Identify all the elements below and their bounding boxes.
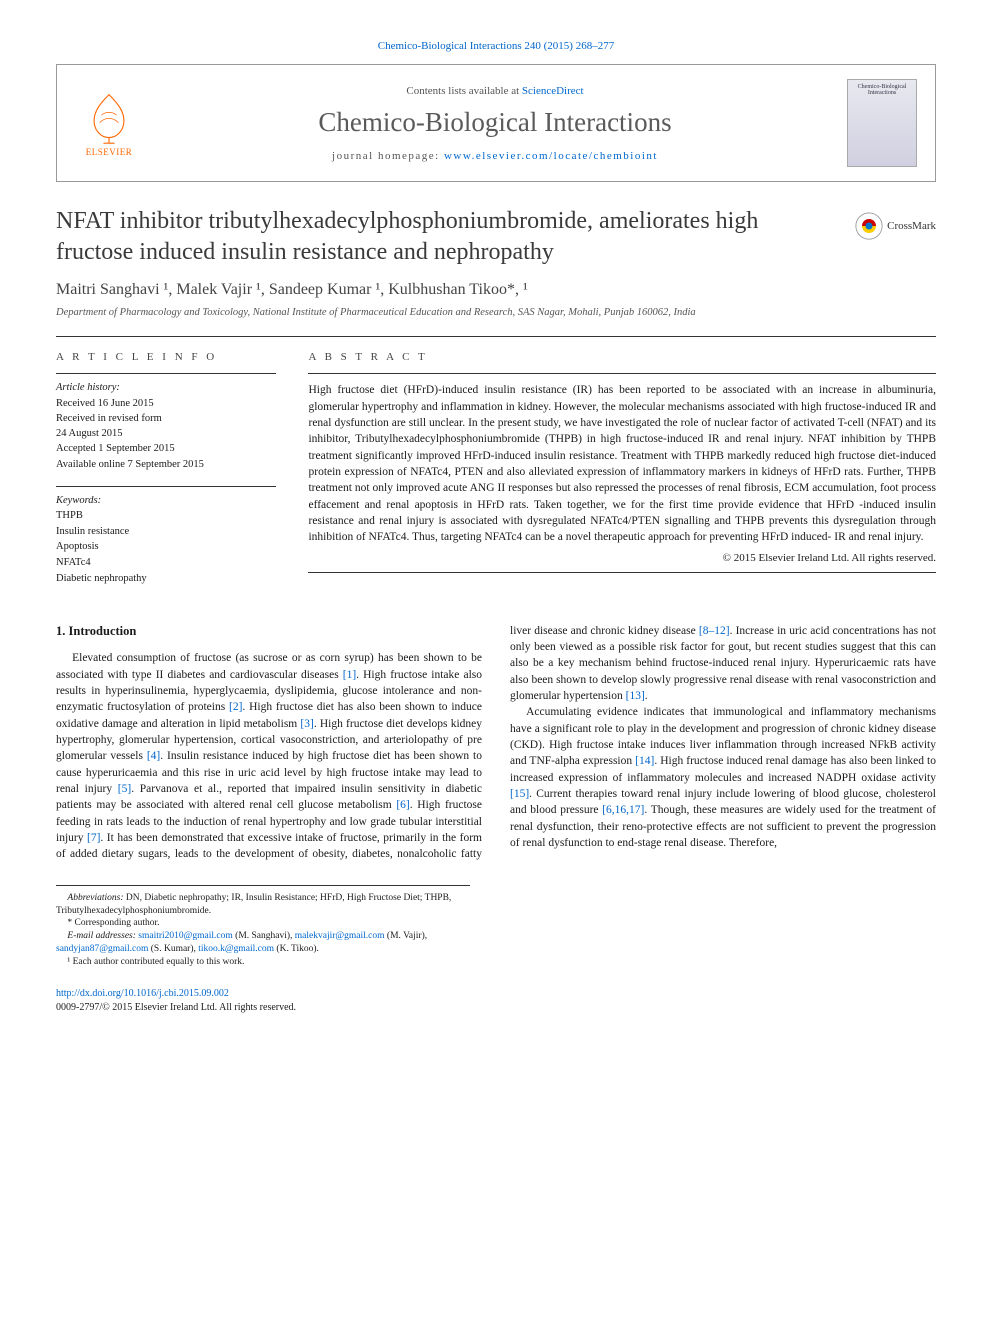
contents-available: Contents lists available at ScienceDirec… xyxy=(161,85,829,97)
article-history: Article history: Received 16 June 2015 R… xyxy=(56,373,276,471)
sciencedirect-link[interactable]: ScienceDirect xyxy=(522,85,584,97)
ref-link[interactable]: [8–12] xyxy=(699,625,730,637)
ref-link[interactable]: [4] xyxy=(147,750,160,762)
abstract-text: High fructose diet (HFrD)-induced insuli… xyxy=(308,382,936,545)
abstract-heading: A B S T R A C T xyxy=(308,351,936,363)
elsevier-label: ELSEVIER xyxy=(86,147,133,157)
crossmark-icon xyxy=(855,212,883,240)
article-info-heading: A R T I C L E I N F O xyxy=(56,351,276,363)
ref-link[interactable]: [2] xyxy=(229,701,242,713)
ref-link[interactable]: [13] xyxy=(626,690,645,702)
journal-name: Chemico-Biological Interactions xyxy=(161,107,829,138)
keyword: Apoptosis xyxy=(56,541,99,552)
issn-copyright: 0009-2797/© 2015 Elsevier Ireland Ltd. A… xyxy=(56,1002,296,1013)
elsevier-logo: ELSEVIER xyxy=(75,84,143,162)
journal-cover-thumb: Chemico-Biological Interactions xyxy=(847,79,917,167)
article-title: NFAT inhibitor tributylhexadecylphosphon… xyxy=(56,206,839,267)
journal-header-box: ELSEVIER Contents lists available at Sci… xyxy=(56,64,936,182)
author-list: Maitri Sanghavi ¹, Malek Vajir ¹, Sandee… xyxy=(56,281,936,299)
rule xyxy=(308,572,936,573)
page-footer: http://dx.doi.org/10.1016/j.cbi.2015.09.… xyxy=(56,987,936,1015)
running-header: Chemico-Biological Interactions 240 (201… xyxy=(56,40,936,52)
doi-link[interactable]: http://dx.doi.org/10.1016/j.cbi.2015.09.… xyxy=(56,988,229,999)
journal-homepage: journal homepage: www.elsevier.com/locat… xyxy=(161,150,829,162)
crossmark-badge[interactable]: CrossMark xyxy=(855,206,936,240)
ref-link[interactable]: [6] xyxy=(396,799,409,811)
article-body: 1. Introduction Elevated consumption of … xyxy=(56,623,936,863)
ref-link[interactable]: [15] xyxy=(510,788,529,800)
ref-link[interactable]: [6,16,17] xyxy=(602,804,644,816)
homepage-link[interactable]: www.elsevier.com/locate/chembioint xyxy=(444,150,658,162)
email-addresses: E-mail addresses: smaitri2010@gmail.com … xyxy=(56,930,470,956)
ref-link[interactable]: [7] xyxy=(87,832,100,844)
equal-contribution: ¹ Each author contributed equally to thi… xyxy=(56,956,470,969)
footnotes: Abbreviations: DN, Diabetic nephropathy;… xyxy=(56,885,470,969)
rule xyxy=(308,373,936,374)
email-link[interactable]: smaitri2010@gmail.com xyxy=(138,931,233,941)
ref-link[interactable]: [3] xyxy=(300,718,313,730)
citation-link[interactable]: Chemico-Biological Interactions 240 (201… xyxy=(378,40,614,52)
ref-link[interactable]: [14] xyxy=(635,755,654,767)
keyword: Diabetic nephropathy xyxy=(56,573,147,584)
email-link[interactable]: malekvajir@gmail.com xyxy=(295,931,385,941)
keyword: NFATc4 xyxy=(56,557,91,568)
rule xyxy=(56,336,936,337)
email-link[interactable]: sandyjan87@gmail.com xyxy=(56,944,148,954)
keyword: THPB xyxy=(56,510,83,521)
affiliation: Department of Pharmacology and Toxicolog… xyxy=(56,307,936,318)
corresponding-author: * Corresponding author. xyxy=(56,917,470,930)
elsevier-tree-icon xyxy=(81,89,137,145)
email-link[interactable]: tikoo.k@gmail.com xyxy=(198,944,274,954)
ref-link[interactable]: [5] xyxy=(118,783,131,795)
body-paragraph: Accumulating evidence indicates that imm… xyxy=(510,704,936,851)
section-heading-intro: 1. Introduction xyxy=(56,623,482,641)
keyword: Insulin resistance xyxy=(56,526,129,537)
crossmark-label: CrossMark xyxy=(887,220,936,232)
ref-link[interactable]: [1] xyxy=(343,669,356,681)
keywords-block: Keywords: THPB Insulin resistance Apopto… xyxy=(56,486,276,587)
abstract-copyright: © 2015 Elsevier Ireland Ltd. All rights … xyxy=(308,552,936,564)
